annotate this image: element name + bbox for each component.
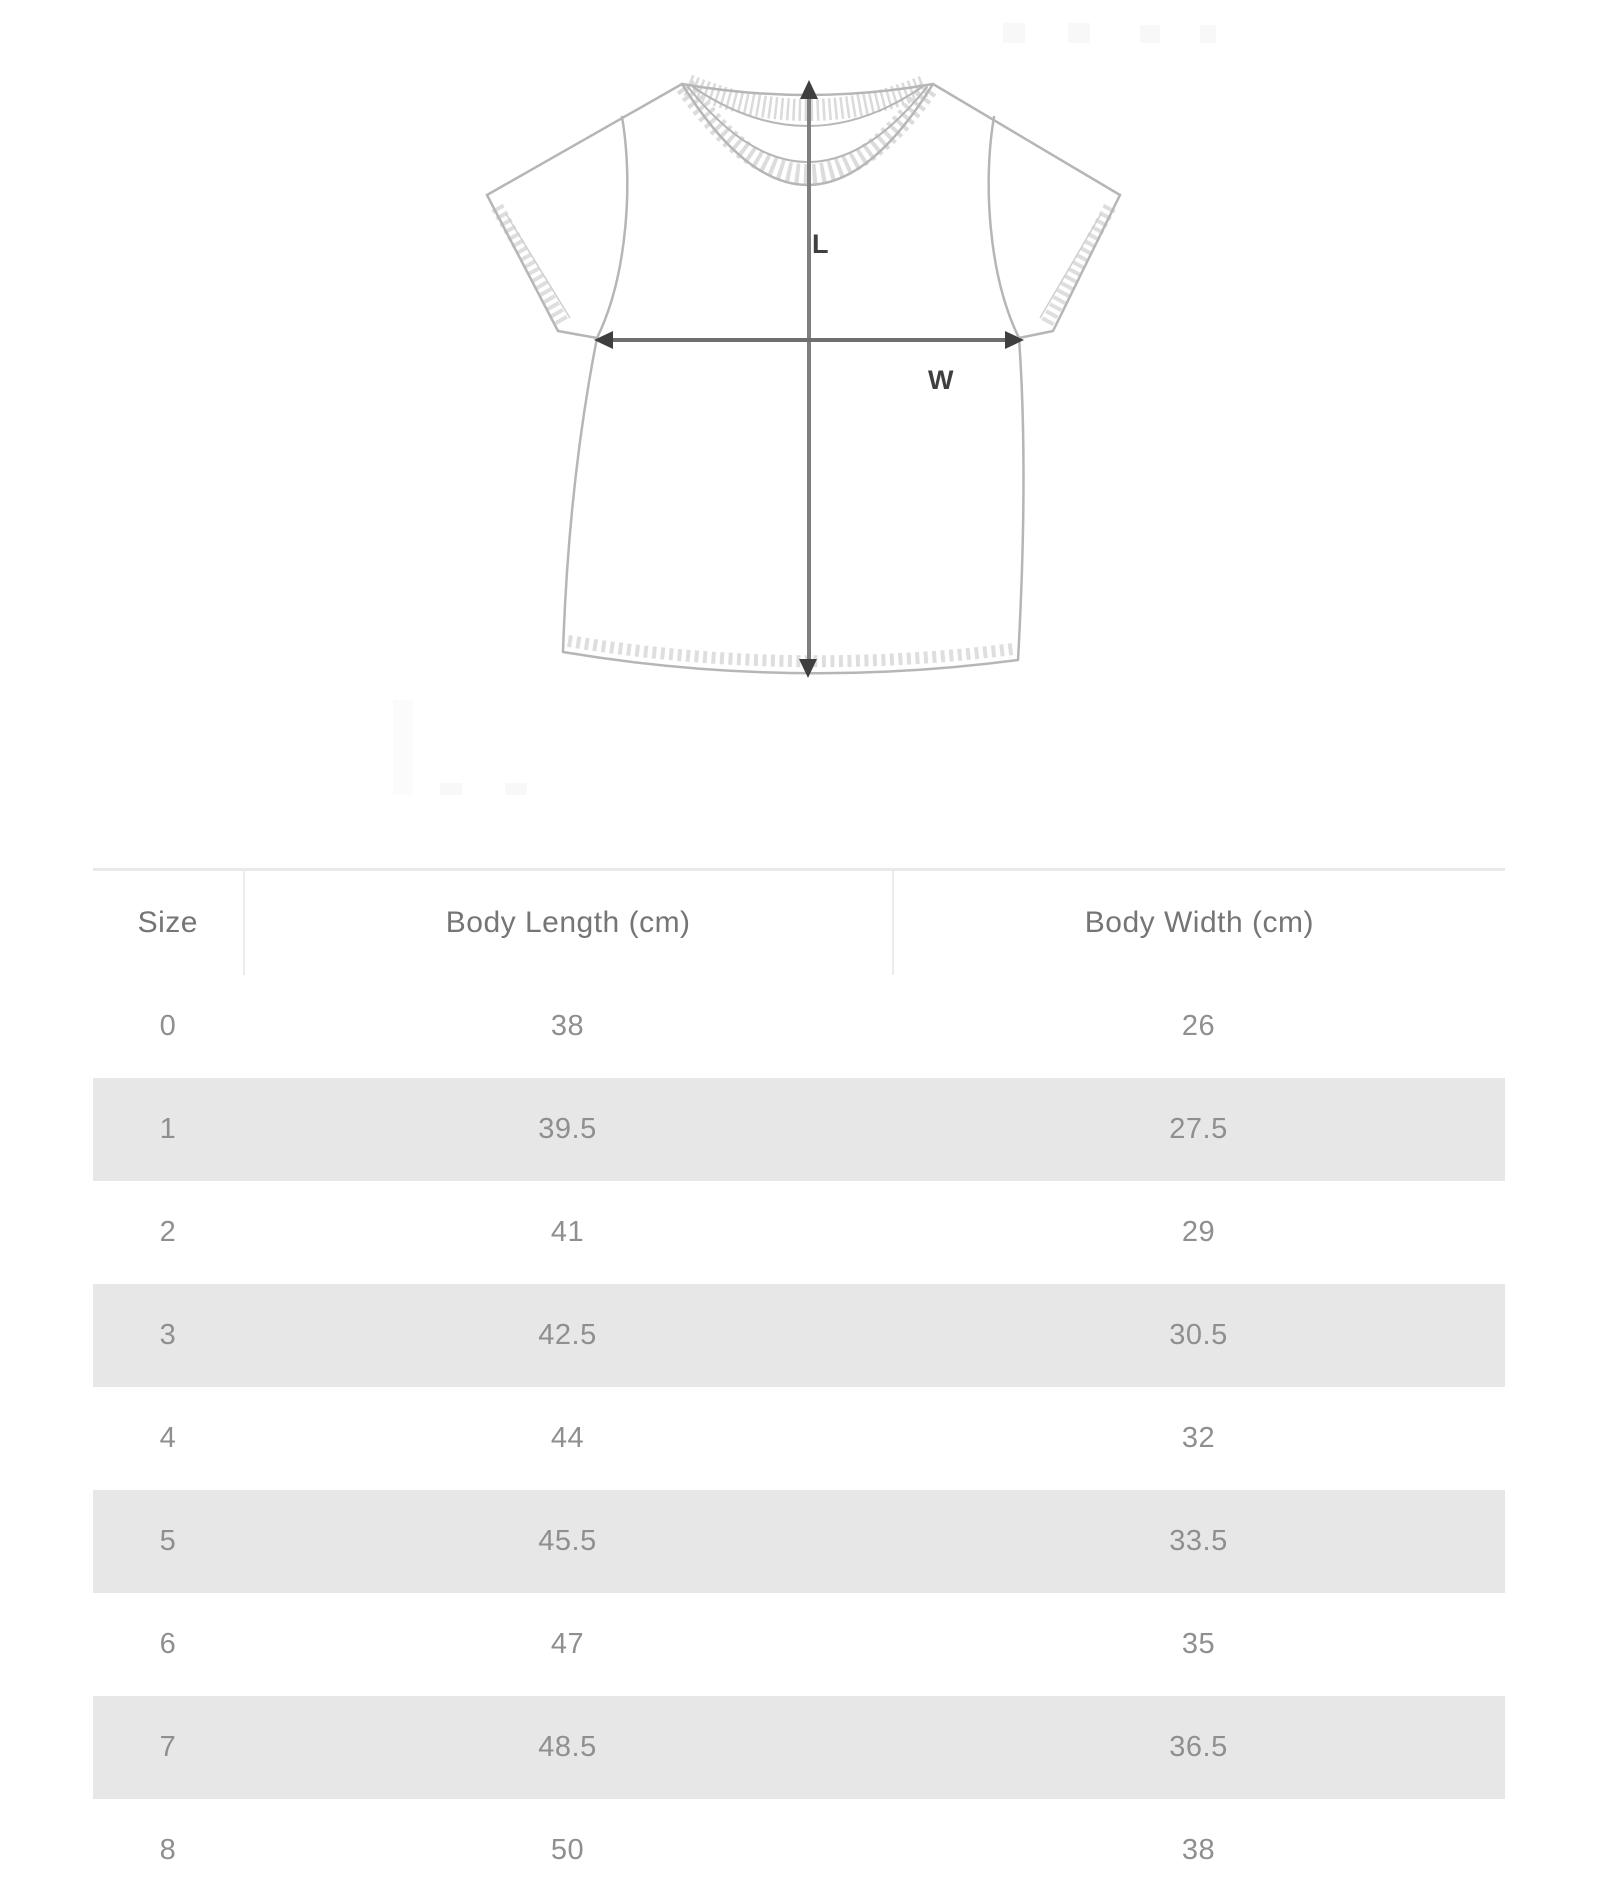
table-body: 0 38 26 1 39.5 27.5 2 41 29 3 42.5 30.5 4 44 32 5 45.5 33… [93,975,1505,1902]
table-cell: 1 [159,1113,177,1145]
column-header-body-width: Body Width (cm) [891,871,1505,975]
table-cell: 3 [159,1319,177,1351]
table-cell: 35 [1181,1628,1216,1660]
table-cell: 30.5 [1169,1319,1228,1351]
column-header-body-length: Body Length (cm) [242,871,892,975]
length-label: L [812,229,829,259]
right-shoulder-seam [931,82,1122,197]
table-cell: 41 [550,1216,585,1248]
cropped-ui-remnant [505,783,527,795]
table-row-size-4: 4 44 32 [93,1387,1505,1490]
table-row-size-2: 2 41 29 [93,1181,1505,1284]
table-cell: 38 [550,1010,585,1042]
table-cell: 5 [159,1525,177,1557]
arrowhead-left [594,331,613,349]
table-cell: 29 [1181,1216,1216,1248]
stitch-inner-lines [505,213,1102,319]
table-cell: 42.5 [538,1319,597,1351]
column-header-size: Size [137,906,198,939]
table-header-row: Size Body Length (cm) Body Width (cm) [93,871,1505,975]
table-row-size-8: 8 50 38 [93,1799,1505,1902]
width-label: W [928,365,954,395]
table-cell: 38 [1181,1834,1216,1866]
stitching-bands [491,74,1116,668]
left-sleeve [485,193,599,340]
table-cell: 0 [159,1010,177,1042]
cropped-ui-remnant [1200,25,1216,43]
table-cell: 8 [159,1834,177,1866]
table-row-size-3: 3 42.5 30.5 [93,1284,1505,1387]
table-row-size-1: 1 39.5 27.5 [93,1078,1505,1181]
table-cell: 36.5 [1169,1731,1228,1763]
table-row-size-5: 5 45.5 33.5 [93,1490,1505,1593]
table-cell: 33.5 [1169,1525,1228,1557]
table-cell: 45.5 [538,1525,597,1557]
cropped-ui-remnant [1140,25,1160,43]
table-cell: 32 [1181,1422,1216,1454]
table-row-size-7: 7 48.5 36.5 [93,1696,1505,1799]
table-row-size-0: 0 38 26 [93,975,1505,1078]
arrowhead-down [799,659,817,678]
cropped-ui-remnant [1003,23,1025,43]
shirt-body-outline [561,336,1025,675]
table-cell: 47 [550,1628,585,1660]
table-cell: 27.5 [1169,1113,1228,1145]
table-cell: 50 [550,1834,585,1866]
left-armhole-seam [595,115,629,340]
size-chart-table: Size Body Length (cm) Body Width (cm) 0 3… [93,868,1505,1902]
tshirt-measurement-diagram: L W [485,74,1122,678]
table-cell: 6 [159,1628,177,1660]
table-cell: 4 [159,1422,177,1454]
measurement-arrows: L W [594,80,1024,678]
table-cell: 39.5 [538,1113,597,1145]
table-cell: 7 [159,1731,177,1763]
left-shoulder-seam [485,82,684,197]
cropped-ui-remnant [440,783,462,795]
cropped-ui-remnant [393,700,413,795]
table-cell: 2 [159,1216,177,1248]
table-cell: 26 [1181,1010,1216,1042]
arrowhead-up [800,80,818,99]
table-cell: 44 [550,1422,585,1454]
right-armhole-seam [987,115,1021,340]
cropped-ui-remnant [1068,23,1090,43]
table-cell: 48.5 [538,1731,597,1763]
table-row-size-6: 6 47 35 [93,1593,1505,1696]
right-sleeve [1017,193,1122,340]
arrowhead-right [1005,331,1024,349]
